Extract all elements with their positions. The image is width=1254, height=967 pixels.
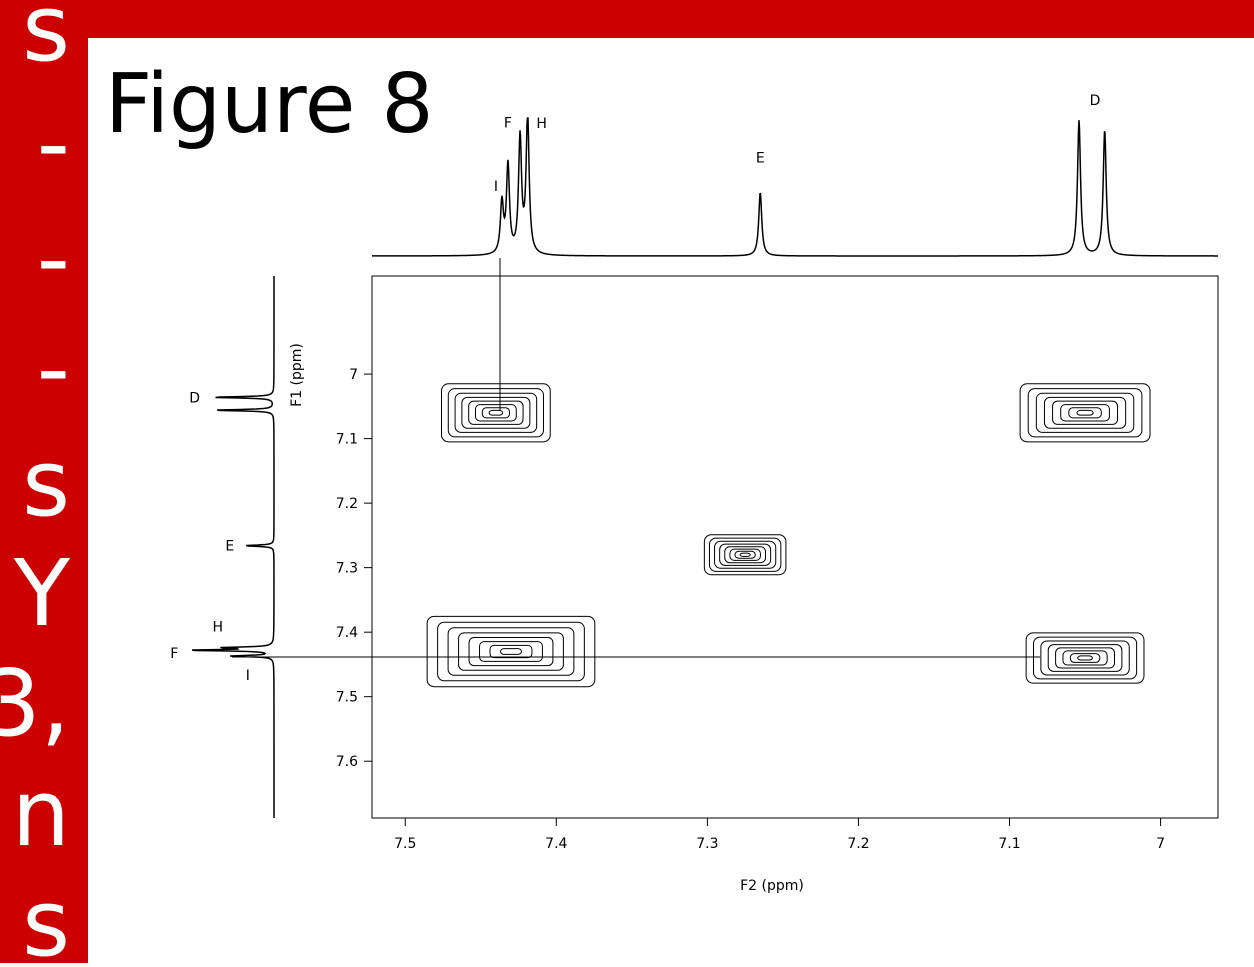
sidebar-fragment: - [37,315,70,422]
y-tick-label: 7.2 [336,496,358,512]
y-tick-label: 7.1 [336,432,358,448]
peak-label: E [756,151,765,167]
y-tick-label: 7.5 [336,690,358,706]
contour [479,641,543,662]
contour [468,636,554,667]
x-axis-label: F2 (ppm) [740,878,804,894]
peak-label: F [504,116,512,132]
peak-label: F [170,646,178,662]
cross-peak [1019,383,1151,443]
figure-title: Figure 8 [105,57,434,152]
peak-label: D [1090,93,1101,109]
contour [1052,400,1119,425]
contour [1055,647,1116,669]
contour [447,388,544,438]
contour [703,534,787,576]
contour [1062,650,1108,666]
contour [734,550,756,559]
contour [458,632,564,671]
contour [481,407,510,419]
x-tick-label: 7.4 [545,836,567,852]
contour [454,392,538,433]
contour [724,546,767,564]
contour [714,540,777,569]
side-band [0,0,88,963]
peak-label: H [536,116,547,132]
contour [437,621,585,682]
contour [440,383,551,443]
contour [426,615,596,688]
contour [729,548,761,561]
y-axis-label: F1 (ppm) [289,343,305,407]
contour [447,627,575,676]
contour [1033,636,1138,680]
contour [1060,404,1110,422]
sidebar-fragment: n [12,760,70,867]
plot-frame [371,275,1219,819]
contour [1035,392,1135,433]
sidebar-fragment: - [37,205,70,312]
contour [708,537,782,572]
contour [1027,388,1143,438]
peak-label: E [225,539,234,555]
contour [500,648,522,655]
contour [1043,396,1127,429]
contour [1076,409,1094,416]
contour [1068,407,1102,419]
left-projection [191,276,275,818]
contour [1047,644,1123,672]
peak-label: I [494,179,498,195]
y-tick-label: 7.3 [336,561,358,577]
x-tick-label: 7 [1156,836,1165,852]
sidebar-fragment: s [22,870,70,963]
contour [1069,653,1101,663]
contour [719,543,772,566]
contour [1077,655,1093,661]
cross-peak [1025,632,1145,684]
peak-label: I [246,668,250,684]
contour [461,396,531,429]
contour [489,644,533,659]
cross-peak [703,534,787,576]
peak-label: D [189,390,200,406]
contour [1019,383,1151,443]
sidebar-fragment: - [37,90,70,197]
contour [739,552,751,557]
cross-peak [426,615,596,688]
contour [1040,640,1130,676]
sidebar-fragment: s [22,430,70,537]
peak-label: H [212,620,223,636]
y-tick-label: 7.4 [336,625,358,641]
sidebar-fragment: s [22,0,70,82]
top-band [0,0,1254,38]
x-tick-label: 7.2 [847,836,869,852]
x-tick-label: 7.1 [998,836,1020,852]
contour [468,400,524,425]
y-tick-label: 7 [349,367,358,383]
sidebar-fragment: 3, [0,650,70,757]
cross-peak [440,383,551,443]
x-tick-label: 7.5 [394,836,416,852]
x-tick-label: 7.3 [696,836,718,852]
sidebar-fragment: Y [13,540,71,647]
contour [474,404,517,422]
top-projection [372,117,1218,257]
y-tick-label: 7.6 [336,754,358,770]
contour [1025,632,1145,684]
contour [488,409,504,416]
